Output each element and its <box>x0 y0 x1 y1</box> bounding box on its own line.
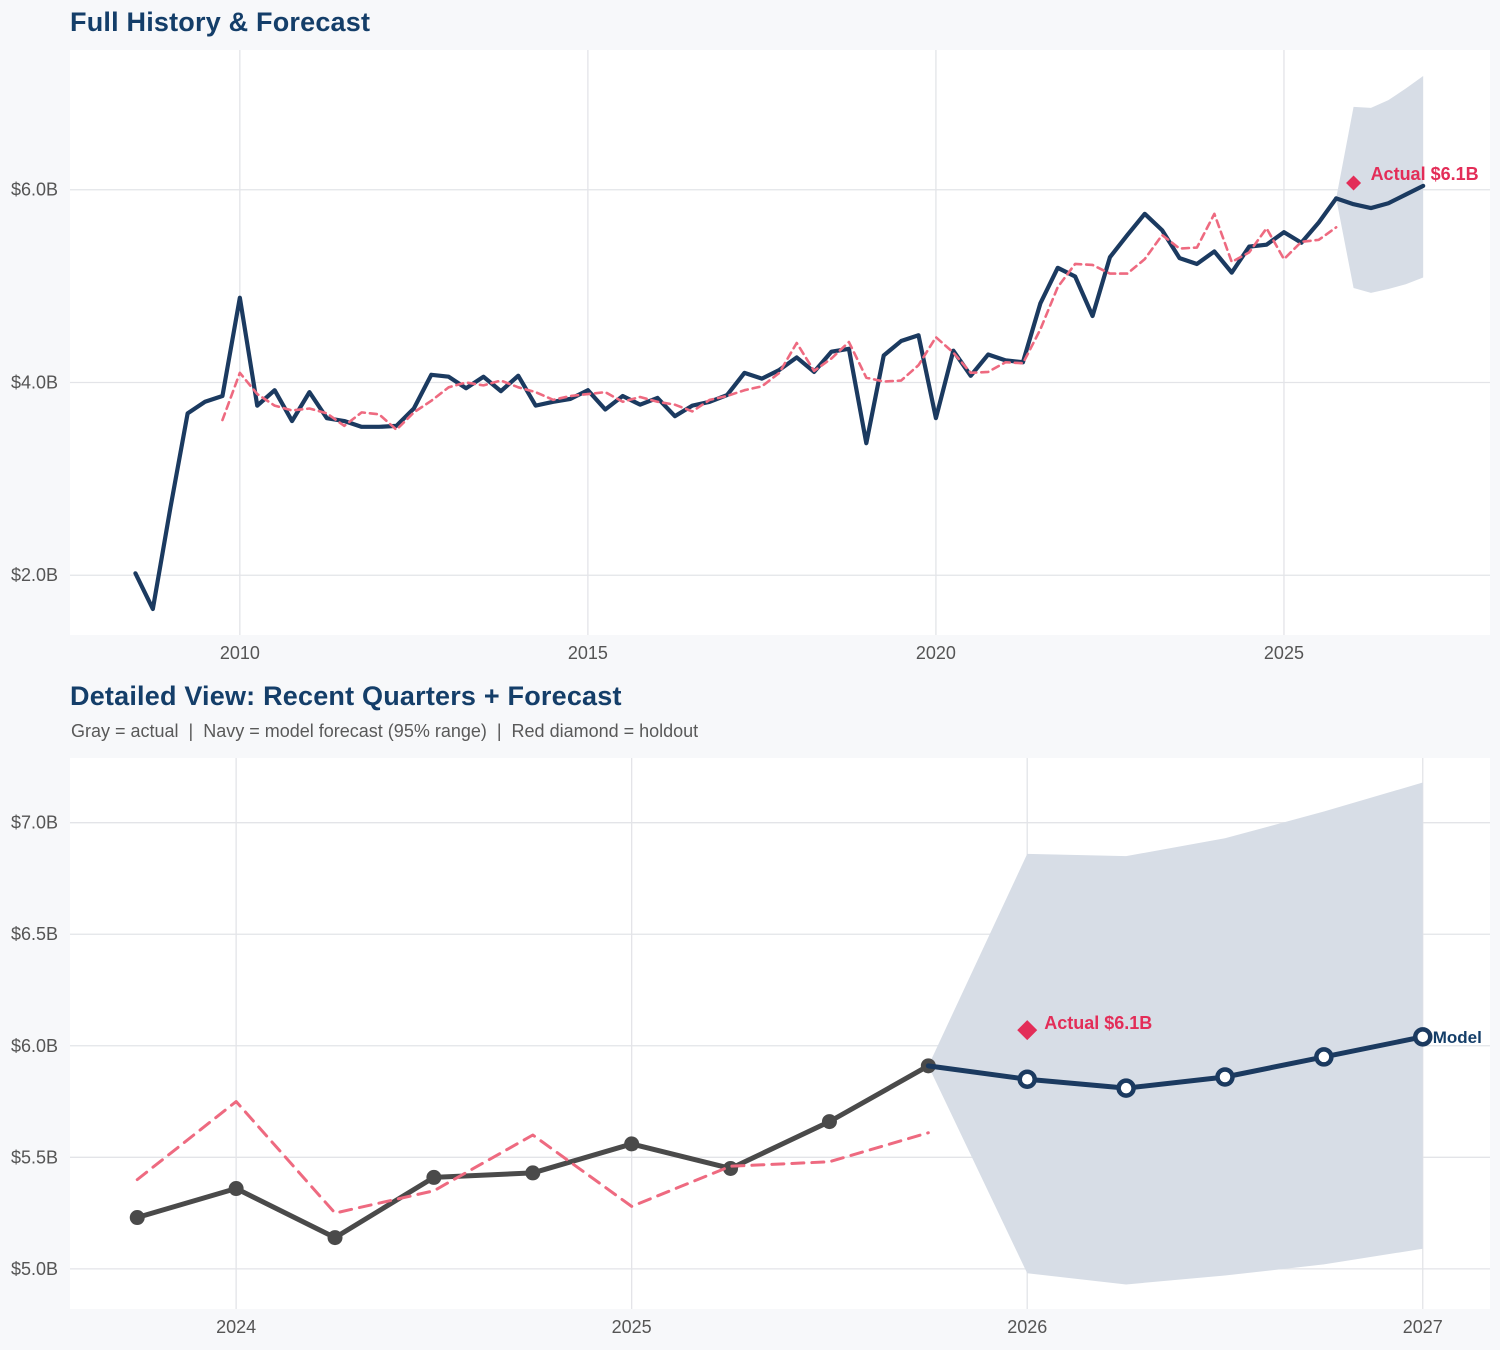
y-tick-label: $7.0B <box>11 813 58 833</box>
y-tick-label: $5.0B <box>11 1259 58 1279</box>
holdout-diamond-marker: Actual $6.1B <box>1346 164 1479 191</box>
x-tick-label: 2027 <box>1403 1317 1443 1337</box>
model-line-label: Model <box>1433 1028 1482 1047</box>
y-tick-labels: $5.0B $5.5B $6.0B $6.5B $7.0B <box>11 813 58 1279</box>
model-forecast-line <box>925 1027 1433 1098</box>
x-tick-label: 2026 <box>1007 1317 1047 1337</box>
x-tick-label: 2015 <box>568 643 608 663</box>
prior-forecast-line <box>221 212 1338 432</box>
model-forecast-line <box>1334 183 1426 211</box>
confidence-band <box>928 782 1423 1285</box>
holdout-diamond-marker-label: Actual $6.1B <box>1044 1013 1152 1033</box>
y-tick-label: $5.5B <box>11 1147 58 1167</box>
y-tick-labels: $2.0B $4.0B $6.0B <box>11 180 58 586</box>
bottom-chart-title: Detailed View: Recent Quarters + Forecas… <box>70 681 622 711</box>
x-tick-label: 2024 <box>216 1317 256 1337</box>
x-tick-label: 2025 <box>1264 643 1304 663</box>
x-tick-labels: 2024 2025 2026 2027 <box>216 1317 1443 1337</box>
plot-area <box>70 50 1490 635</box>
y-tick-label: $6.5B <box>11 924 58 944</box>
gridlines <box>70 50 1490 635</box>
x-tick-label: 2025 <box>612 1317 652 1337</box>
holdout-diamond-marker: Actual $6.1B <box>1017 1013 1152 1041</box>
y-tick-label: $6.0B <box>11 180 58 200</box>
y-tick-label: $2.0B <box>11 565 58 585</box>
x-tick-label: 2010 <box>220 643 260 663</box>
y-tick-label: $4.0B <box>11 372 58 392</box>
actual-quarters-line <box>129 1058 936 1246</box>
prior-forecast-line <box>135 1100 930 1215</box>
holdout-diamond-marker-label: Actual $6.1B <box>1371 164 1479 184</box>
confidence-band <box>1336 76 1424 293</box>
y-tick-label: $6.0B <box>11 1036 58 1056</box>
model-line-label-label: Model <box>1433 1028 1482 1047</box>
x-tick-label: 2020 <box>916 643 956 663</box>
bottom-chart-subtitle: Gray = actual | Navy = model forecast (9… <box>71 721 699 741</box>
x-tick-labels: 2010 2015 2020 2025 <box>220 643 1304 663</box>
top-chart-title: Full History & Forecast <box>70 7 371 37</box>
